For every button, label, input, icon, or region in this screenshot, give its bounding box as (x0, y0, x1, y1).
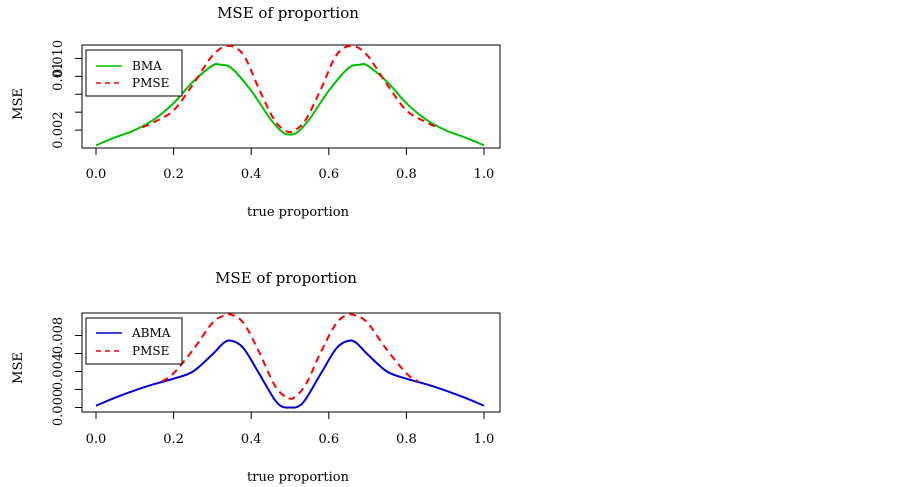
chart-1-x-tick-label: 0.4 (241, 167, 262, 182)
chart-panel-1: MSE of proportion 0.0 0.2 0.4 0.6 0.8 1.0 0.0… (11, 4, 501, 220)
chart-2-series-pmse (161, 313, 419, 400)
chart-2-x-tick-label: 1.0 (474, 432, 495, 447)
chart-1-y-axis: 0.002 0.010.010 (51, 40, 83, 149)
chart-1-x-axis-label: true proportion (247, 205, 350, 220)
chart-1-y-tick-label: 0.010 (51, 40, 66, 77)
chart-1-y-axis-label: MSE (11, 88, 26, 120)
chart-1-x-tick-label: 0.6 (318, 167, 339, 182)
chart-2-x-axis-label: true proportion (247, 470, 350, 485)
chart-2-x-axis: 0.0 0.2 0.4 0.6 0.8 1.0 (86, 411, 495, 447)
chart-1-x-tick-label: 0.2 (163, 167, 184, 182)
chart-1-series (95, 44, 485, 147)
chart-1-x-tick-label: 1.0 (474, 167, 495, 182)
chart-1-legend-box (85, 49, 183, 97)
chart-2-x-tick-label: 0.8 (396, 432, 417, 447)
chart-2-legend: ABMA PMSE (85, 317, 183, 365)
chart-1-y-tick-label: 0.002 (51, 111, 66, 148)
chart-2-y-tick-label: 0.004 (51, 353, 66, 390)
chart-2-y-axis-label: MSE (11, 352, 26, 384)
chart-2-legend-box (85, 317, 183, 365)
chart-2-title: MSE of proportion (215, 269, 357, 287)
chart-panel-2: MSE of proportion 0.0 0.2 0.4 0.6 0.8 1.0 0.0… (11, 269, 501, 485)
chart-1-legend-label-pmse: PMSE (132, 76, 169, 90)
chart-2-y-tick-label: 0.008 (51, 317, 66, 354)
chart-1-series-bma (95, 62, 485, 147)
chart-1-series-pmse (142, 44, 438, 134)
chart-2-x-tick-label: 0.2 (163, 432, 184, 447)
chart-2-x-tick-label: 0.0 (86, 432, 107, 447)
chart-1-y-tick-label: 0.01 (51, 62, 66, 91)
chart-2-x-tick-label: 0.6 (318, 432, 339, 447)
chart-1-x-tick-label: 0.0 (86, 167, 107, 182)
chart-1-legend-label-bma: BMA (132, 59, 162, 73)
chart-1-legend: BMA PMSE (85, 49, 183, 97)
chart-2-legend-label-abma: ABMA (131, 326, 171, 340)
chart-1-x-axis: 0.0 0.2 0.4 0.6 0.8 1.0 (86, 147, 495, 182)
chart-2-series (95, 313, 485, 409)
chart-1-x-tick-label: 0.8 (396, 167, 417, 182)
chart-2-x-tick-label: 0.4 (241, 432, 262, 447)
chart-1-title: MSE of proportion (217, 4, 359, 22)
chart-2-y-tick-label: 0.000 (51, 389, 66, 426)
chart-2-series-abma (95, 339, 485, 409)
chart-2-legend-label-pmse: PMSE (132, 344, 169, 358)
